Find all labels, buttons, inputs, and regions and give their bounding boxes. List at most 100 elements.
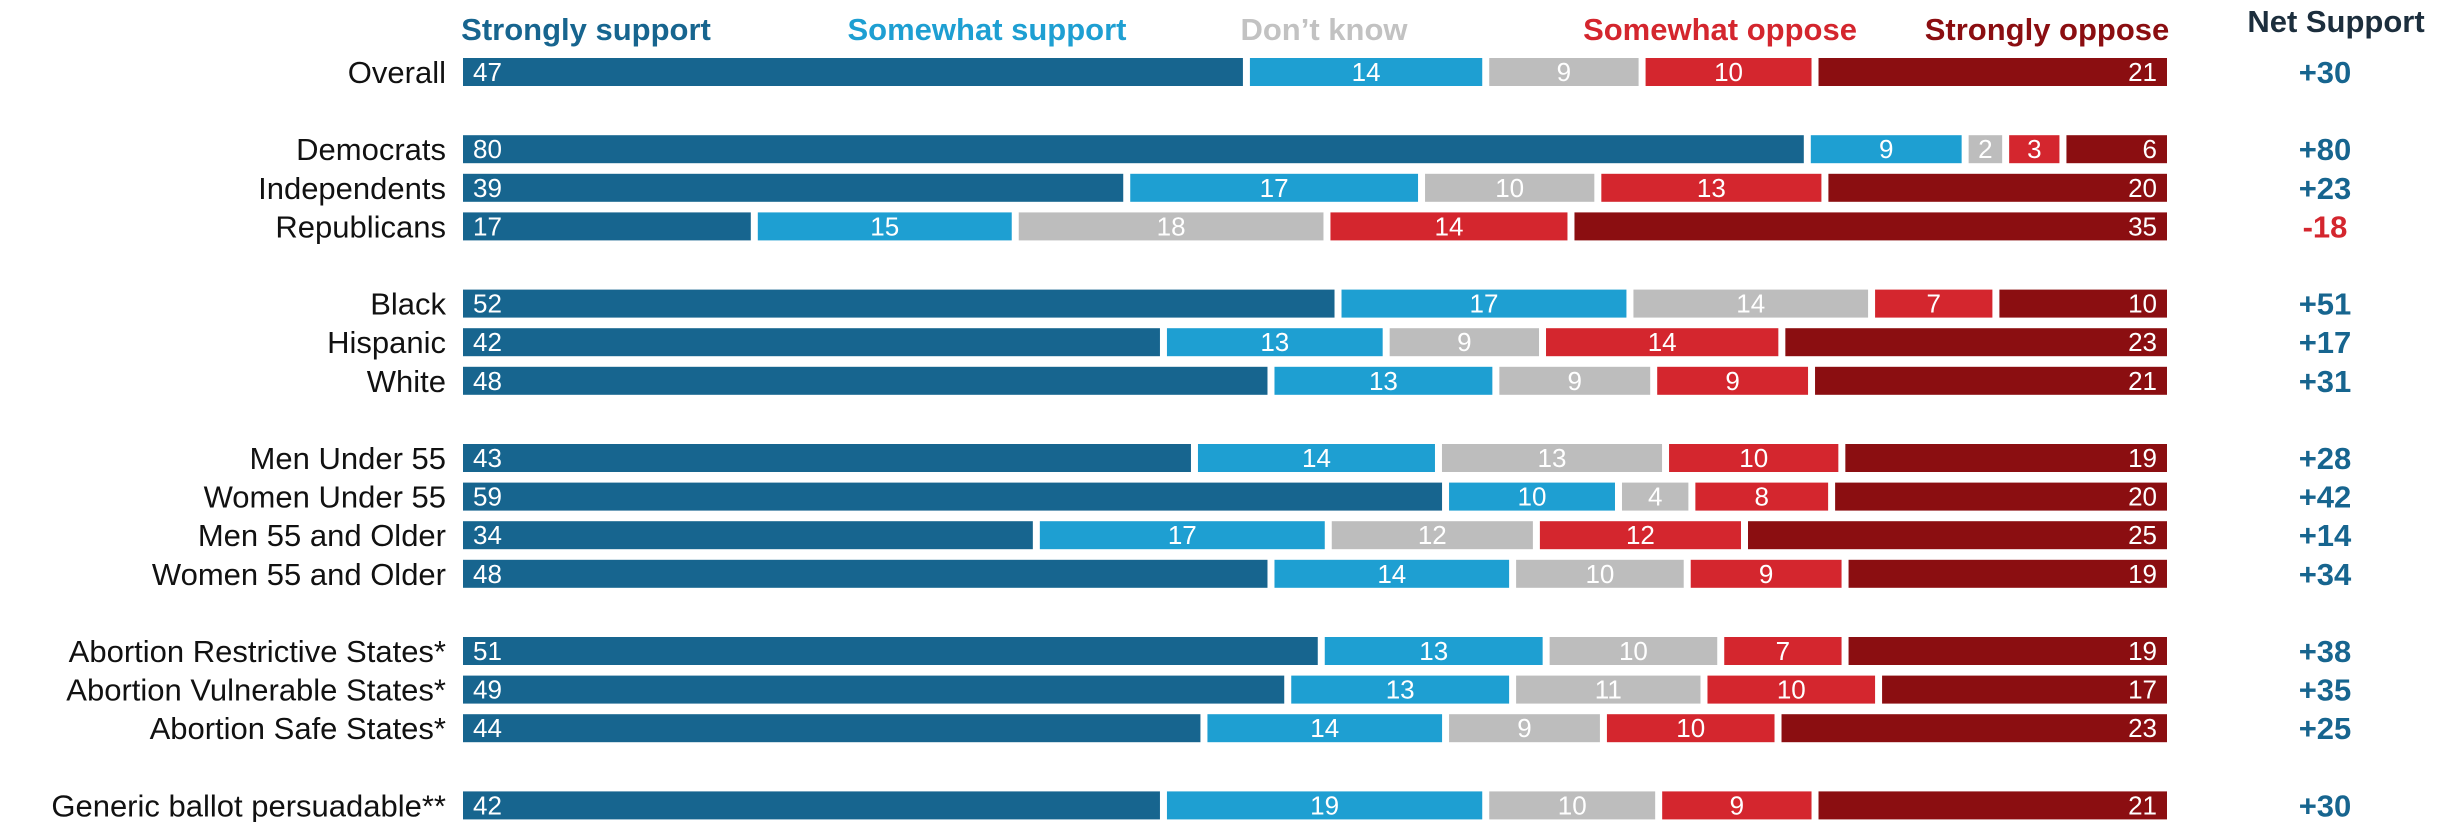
- data-label: 19: [2128, 559, 2157, 589]
- net-support-value: +14: [2299, 518, 2352, 553]
- bar-segment-somewhat-support: [757, 212, 1012, 241]
- data-label: 13: [1386, 675, 1415, 705]
- bar-segment-strongly-oppose: [1815, 366, 2167, 395]
- bar-segment-strongly-support: [463, 675, 1285, 704]
- net-support-value: +51: [2299, 287, 2352, 322]
- table-row: White 48 13 9 9 21 +31: [367, 364, 2352, 399]
- data-label: 42: [473, 327, 502, 357]
- bar-segment-somewhat-support: [1166, 791, 1483, 820]
- data-label: 47: [473, 57, 502, 87]
- net-support-header: Net Support: [2247, 4, 2424, 39]
- row-label: Independents: [258, 171, 446, 206]
- data-label: 10: [1714, 57, 1743, 87]
- data-label: 7: [1776, 636, 1790, 666]
- data-label: 14: [1377, 559, 1406, 589]
- net-support-value: +31: [2299, 364, 2352, 399]
- row-label: Women 55 and Older: [152, 557, 446, 592]
- net-support-value: +38: [2299, 634, 2352, 669]
- bar-segment-somewhat-support: [1166, 328, 1383, 357]
- bar-segment-somewhat-support: [1324, 637, 1543, 665]
- data-label: 25: [2128, 520, 2157, 550]
- row-label: Republicans: [275, 209, 446, 244]
- bar-segment-strongly-support: [463, 212, 751, 241]
- data-label: 59: [473, 482, 502, 512]
- bar-segment-strongly-support: [463, 559, 1268, 588]
- net-support-value: +25: [2299, 711, 2352, 746]
- net-support-value: +35: [2299, 673, 2352, 708]
- data-label: 35: [2128, 211, 2157, 241]
- chart-legend: Strongly support Somewhat support Don’t kn…: [461, 12, 2169, 47]
- data-label: 14: [1352, 57, 1381, 87]
- net-support-value: +80: [2299, 132, 2352, 167]
- bar-segment-don-t-know: [1549, 637, 1718, 665]
- bar-segment-don-t-know: [1633, 289, 1869, 318]
- data-label: 11: [1595, 675, 1622, 705]
- table-row: Abortion Safe States* 44 14 9 10 23 +25: [150, 711, 2352, 746]
- bar-segment-don-t-know: [1441, 444, 1663, 472]
- row-label: Generic ballot persuadable**: [51, 788, 446, 822]
- bar-segment-somewhat-support: [1341, 289, 1627, 318]
- data-label: 9: [1517, 713, 1531, 743]
- data-label: 4: [1648, 482, 1662, 512]
- table-row: Generic ballot persuadable** 42 19 10 9 21 +30: [51, 788, 2351, 822]
- bar-segment-somewhat-support: [1810, 135, 1962, 164]
- data-label: 51: [473, 636, 502, 666]
- net-support-value: -18: [2303, 209, 2348, 244]
- legend-somewhat-oppose: Somewhat oppose: [1583, 12, 1857, 47]
- data-label: 42: [473, 790, 502, 820]
- data-label: 48: [473, 366, 502, 396]
- bar-segment-somewhat-oppose: [1724, 637, 1842, 665]
- bar-segment-somewhat-oppose: [1539, 521, 1741, 550]
- data-label: 13: [1419, 636, 1448, 666]
- data-label: 9: [1730, 790, 1744, 820]
- net-support-value: +17: [2299, 325, 2352, 360]
- data-label: 14: [1736, 289, 1765, 319]
- net-support-value: +30: [2299, 788, 2352, 822]
- row-label: Abortion Safe States*: [150, 711, 446, 746]
- row-label: Black: [370, 287, 446, 322]
- legend-strongly-oppose: Strongly oppose: [1925, 12, 2170, 47]
- bar-segment-strongly-support: [463, 135, 1804, 164]
- data-label: 44: [473, 713, 502, 743]
- data-label: 9: [1457, 327, 1471, 357]
- data-label: 21: [2128, 57, 2157, 87]
- table-row: Women Under 55 59 10 4 8 20 +42: [204, 480, 2352, 515]
- bar-segment-somewhat-oppose: [1645, 58, 1812, 86]
- data-label: 14: [1310, 713, 1339, 743]
- data-label: 7: [1927, 289, 1941, 319]
- bar-segment-don-t-know: [1018, 212, 1324, 241]
- bar-segment-strongly-support: [463, 637, 1318, 665]
- data-label: 39: [473, 173, 502, 203]
- data-label: 9: [1759, 559, 1773, 589]
- data-label: 10: [1558, 790, 1587, 820]
- bar-segment-strongly-oppose: [1835, 482, 2167, 511]
- data-label: 10: [1739, 443, 1768, 473]
- data-label: 8: [1755, 482, 1769, 512]
- data-label: 10: [1676, 713, 1705, 743]
- bar-segment-strongly-oppose: [2066, 135, 2167, 164]
- data-label: 21: [2128, 790, 2157, 820]
- bar-segment-somewhat-oppose: [1601, 173, 1822, 202]
- net-support-value: +28: [2299, 441, 2352, 476]
- bar-segment-somewhat-support: [1274, 366, 1493, 395]
- bar-segment-strongly-support: [463, 714, 1201, 743]
- data-label: 13: [1369, 366, 1398, 396]
- bar-segment-don-t-know: [1516, 675, 1701, 704]
- data-label: 2: [1978, 134, 1992, 164]
- bar-segment-strongly-oppose: [1781, 714, 2167, 743]
- data-label: 23: [2128, 713, 2157, 743]
- bar-segment-somewhat-oppose: [2009, 135, 2060, 164]
- data-label: 23: [2128, 327, 2157, 357]
- legend-don-t-know: Don’t know: [1240, 12, 1408, 47]
- bar-segment-somewhat-support: [1274, 559, 1510, 588]
- data-label: 3: [2027, 134, 2041, 164]
- bar-segment-strongly-oppose: [1785, 328, 2167, 357]
- table-row: Independents 39 17 10 13 20 +23: [258, 171, 2351, 206]
- data-label: 9: [1725, 366, 1739, 396]
- net-support-value: +34: [2299, 557, 2352, 592]
- data-label: 17: [473, 211, 502, 241]
- bar-segment-somewhat-oppose: [1875, 289, 1993, 318]
- table-row: Men Under 55 43 14 13 10 19 +28: [250, 441, 2352, 476]
- data-label: 52: [473, 289, 502, 319]
